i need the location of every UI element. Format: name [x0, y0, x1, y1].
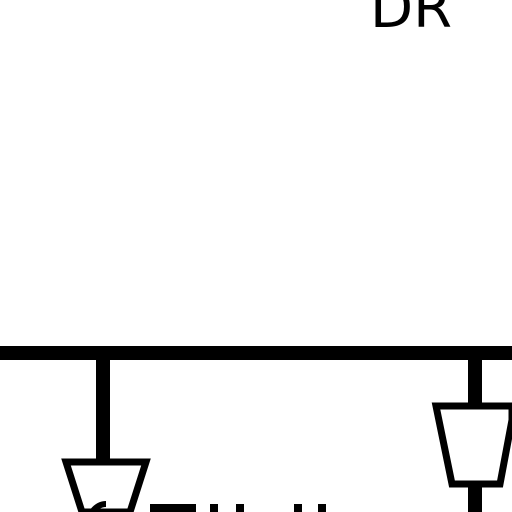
- bus-line: [0, 346, 512, 360]
- bottom-glyph-fragment-4: [236, 504, 244, 512]
- left-connector-trapezoid: [61, 458, 151, 512]
- top-label: DR: [370, 0, 452, 41]
- right-drop-line: [468, 360, 482, 406]
- bottom-glyph-fragment-6: [318, 504, 326, 512]
- bottom-glyph-fragment-3: [210, 504, 218, 512]
- right-connector-trapezoid: [431, 402, 512, 488]
- bottom-glyph-fragment-2: [150, 504, 196, 512]
- left-drop-line: [96, 360, 110, 460]
- bottom-glyph-fragment-1: [89, 501, 107, 512]
- bottom-glyph-fragment-5: [294, 504, 302, 512]
- right-lower-drop-line: [468, 484, 482, 512]
